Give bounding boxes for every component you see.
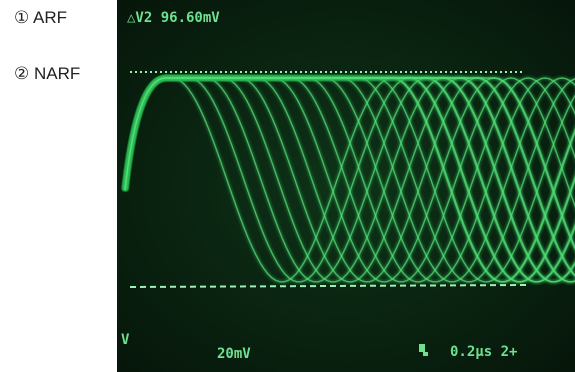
trace-label: ② NARF — [14, 64, 81, 83]
delta-v-readout: △V2 96.60mV — [127, 10, 220, 26]
waveforms — [123, 75, 575, 284]
cursor-line — [129, 284, 528, 288]
waveform-trace — [124, 77, 575, 249]
time-per-div: 0.2µs 2+ — [450, 344, 517, 360]
volts-per-div: 20mV — [217, 346, 251, 362]
channel-label: V — [121, 332, 130, 348]
oscilloscope-screen: △V2 96.60mV V 20mV 0.2µs 2+ — [117, 0, 575, 372]
trigger-icon — [419, 344, 428, 356]
trace-label: ① ARF — [14, 8, 68, 27]
